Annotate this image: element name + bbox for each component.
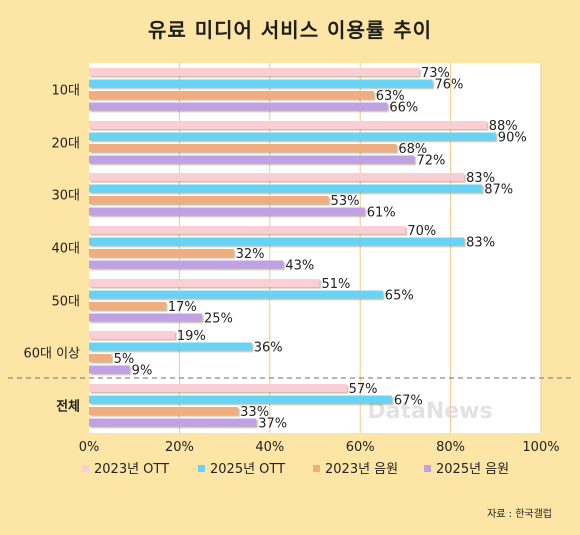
x-tick-label: 0%	[79, 440, 100, 455]
data-label: 57%	[349, 382, 378, 397]
bar	[89, 79, 433, 88]
category-label: 50대	[51, 294, 80, 309]
bar	[89, 365, 130, 374]
data-label: 33%	[240, 405, 269, 420]
x-tick-label: 80%	[436, 440, 465, 455]
bar	[89, 184, 483, 193]
legend-label: 2023년 음원	[325, 462, 398, 477]
data-label: 51%	[322, 277, 351, 292]
data-label: 83%	[466, 236, 495, 251]
bar	[89, 68, 419, 76]
bar	[89, 207, 365, 216]
data-label: 43%	[285, 259, 314, 274]
bar	[89, 155, 415, 164]
data-label: 61%	[367, 206, 396, 221]
chart-title: 유료 미디어 서비스 이용률 추이	[147, 18, 433, 42]
legend-label: 2023년 OTT	[94, 462, 169, 477]
data-label: 70%	[407, 224, 436, 239]
data-label: 63%	[376, 89, 405, 104]
data-label: 66%	[389, 101, 418, 116]
bar	[89, 331, 175, 339]
legend-swatch	[82, 465, 89, 472]
bar	[89, 260, 284, 269]
bar	[89, 173, 465, 181]
x-tick-label: 20%	[165, 440, 194, 455]
data-label: 9%	[132, 364, 153, 379]
category-label: 60대 이상	[23, 346, 80, 361]
bar	[89, 354, 112, 362]
data-label: 25%	[204, 312, 233, 327]
data-label: 65%	[385, 289, 414, 304]
bar	[89, 342, 252, 351]
data-label: 67%	[394, 394, 423, 409]
bar	[89, 290, 383, 299]
data-label: 53%	[331, 194, 360, 209]
data-label: 32%	[236, 247, 265, 262]
legend-swatch	[313, 465, 320, 472]
bar	[89, 418, 257, 427]
bar	[89, 144, 397, 152]
data-label: 87%	[484, 183, 513, 198]
legend-label: 2025년 음원	[436, 462, 509, 477]
data-label: 68%	[398, 142, 427, 157]
x-tick-label: 60%	[346, 440, 375, 455]
bar	[89, 237, 465, 246]
data-label: 5%	[114, 352, 135, 367]
source-note: 자료 : 한국갤럽	[487, 509, 552, 520]
data-label: 73%	[421, 66, 450, 81]
data-label: 19%	[177, 329, 206, 344]
bar	[89, 196, 329, 204]
category-label: 40대	[51, 241, 80, 256]
bar	[89, 279, 320, 287]
data-label: 88%	[489, 119, 518, 134]
category-label: 전체	[56, 398, 80, 414]
legend-swatch	[424, 465, 431, 472]
x-tick-label: 40%	[255, 440, 284, 455]
bar	[89, 132, 496, 141]
data-label: 72%	[416, 154, 445, 169]
bar	[89, 102, 388, 111]
x-tick-label: 100%	[522, 440, 559, 455]
legend-swatch	[198, 465, 205, 472]
data-label: 90%	[498, 131, 527, 146]
data-label: 37%	[258, 417, 287, 432]
category-label: 30대	[51, 188, 80, 203]
bar	[89, 249, 234, 257]
category-label: 20대	[51, 136, 80, 151]
bar	[89, 384, 347, 392]
bar	[89, 395, 392, 404]
bar	[89, 407, 239, 415]
data-label: 36%	[254, 341, 283, 356]
data-label: 17%	[168, 300, 197, 315]
bar	[89, 313, 202, 322]
category-label: 10대	[51, 83, 80, 98]
legend-label: 2025년 OTT	[210, 462, 285, 477]
data-label: 76%	[435, 78, 464, 93]
bar	[89, 226, 406, 234]
bar	[89, 121, 487, 129]
bar	[89, 91, 374, 99]
bar	[89, 302, 166, 310]
data-label: 83%	[466, 171, 495, 186]
